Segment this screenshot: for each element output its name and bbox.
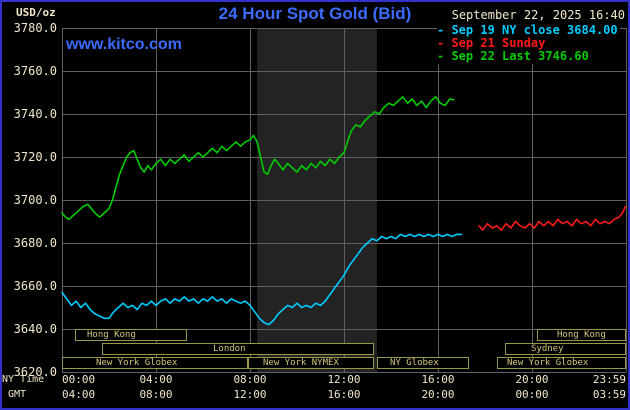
x-tick-label: 16:00 bbox=[421, 373, 455, 386]
x-axis-ny-row: NY Time 00:00 04:00 08:00 12:00 16:00 20:00 23:… bbox=[0, 374, 630, 386]
series-line-sep21-sunday bbox=[478, 205, 627, 231]
session-label: Hong Kong bbox=[87, 330, 136, 340]
legend: - Sep 19 NY close 3684.00- Sep 21 Sunday… bbox=[437, 24, 620, 64]
x-tick-label: 20:00 bbox=[515, 373, 549, 386]
legend-entry: - Sep 22 Last 3746.60 bbox=[437, 49, 589, 63]
x-tick-label: 12:00 bbox=[327, 373, 361, 386]
session-box: Sydney bbox=[505, 343, 626, 355]
y-tick-label: 3680.0 bbox=[13, 236, 57, 250]
session-box: New York Globex bbox=[497, 357, 626, 369]
datetime-label: September 22, 2025 16:40 bbox=[451, 8, 625, 22]
x-tick-label: 00:00 bbox=[62, 373, 96, 386]
series-line-sep19-ny-close bbox=[61, 233, 463, 326]
y-axis-units-label: USD/oz bbox=[16, 6, 56, 19]
session-box: Hong Kong bbox=[537, 329, 626, 341]
y-tick-label: 3700.0 bbox=[13, 193, 57, 207]
session-label: New York Globex bbox=[507, 358, 589, 368]
session-label: New York Globex bbox=[96, 358, 178, 368]
kitco-watermark-link[interactable]: www.kitco.com bbox=[66, 36, 182, 53]
x-tick-label: 08:00 bbox=[139, 388, 173, 401]
session-box: New York NYMEX bbox=[248, 357, 374, 369]
session-box: New York Globex bbox=[62, 357, 248, 369]
y-tick-label: 3620.0 bbox=[13, 365, 57, 379]
x-tick-label: 20:00 bbox=[421, 388, 455, 401]
legend-entry: - Sep 21 Sunday bbox=[437, 36, 546, 50]
x-tick-label: 08:00 bbox=[233, 373, 267, 386]
chart-title: 24 Hour Spot Gold (Bid) bbox=[218, 4, 412, 23]
x-tick-label: 00:00 bbox=[515, 388, 549, 401]
session-label: London bbox=[213, 344, 246, 354]
session-label: Sydney bbox=[531, 344, 564, 354]
x-tick-label: 16:00 bbox=[327, 388, 361, 401]
x-tick-label: 03:59 bbox=[592, 388, 626, 401]
series-line-sep22-today bbox=[61, 96, 455, 221]
session-box: NY Globex bbox=[377, 357, 469, 369]
x-axis-gmt-label: GMT bbox=[8, 389, 27, 400]
y-tick-label: 3780.0 bbox=[13, 21, 57, 35]
gridlines bbox=[62, 28, 627, 373]
x-tick-label: 23:59 bbox=[592, 373, 626, 386]
legend-entry: - Sep 19 NY close 3684.00 bbox=[437, 23, 618, 37]
session-label: Hong Kong bbox=[557, 330, 606, 340]
y-tick-label: 3720.0 bbox=[13, 150, 57, 164]
x-tick-label: 04:00 bbox=[139, 373, 173, 386]
x-tick-label: 12:00 bbox=[233, 388, 267, 401]
y-tick-label: 3760.0 bbox=[13, 64, 57, 78]
y-tick-label: 3660.0 bbox=[13, 279, 57, 293]
x-axis-ny-label: NY Time bbox=[2, 374, 45, 385]
x-axis-gmt-row: GMT 04:00 08:00 12:00 16:00 20:00 00:00 03:59 bbox=[0, 389, 630, 401]
x-tick-label: 04:00 bbox=[62, 388, 96, 401]
session-box: London bbox=[102, 343, 374, 355]
session-box: Hong Kong bbox=[75, 329, 187, 341]
y-tick-label: 3740.0 bbox=[13, 107, 57, 121]
session-label: NY Globex bbox=[390, 358, 439, 368]
session-label: New York NYMEX bbox=[263, 358, 339, 368]
y-tick-label: 3640.0 bbox=[13, 322, 57, 336]
